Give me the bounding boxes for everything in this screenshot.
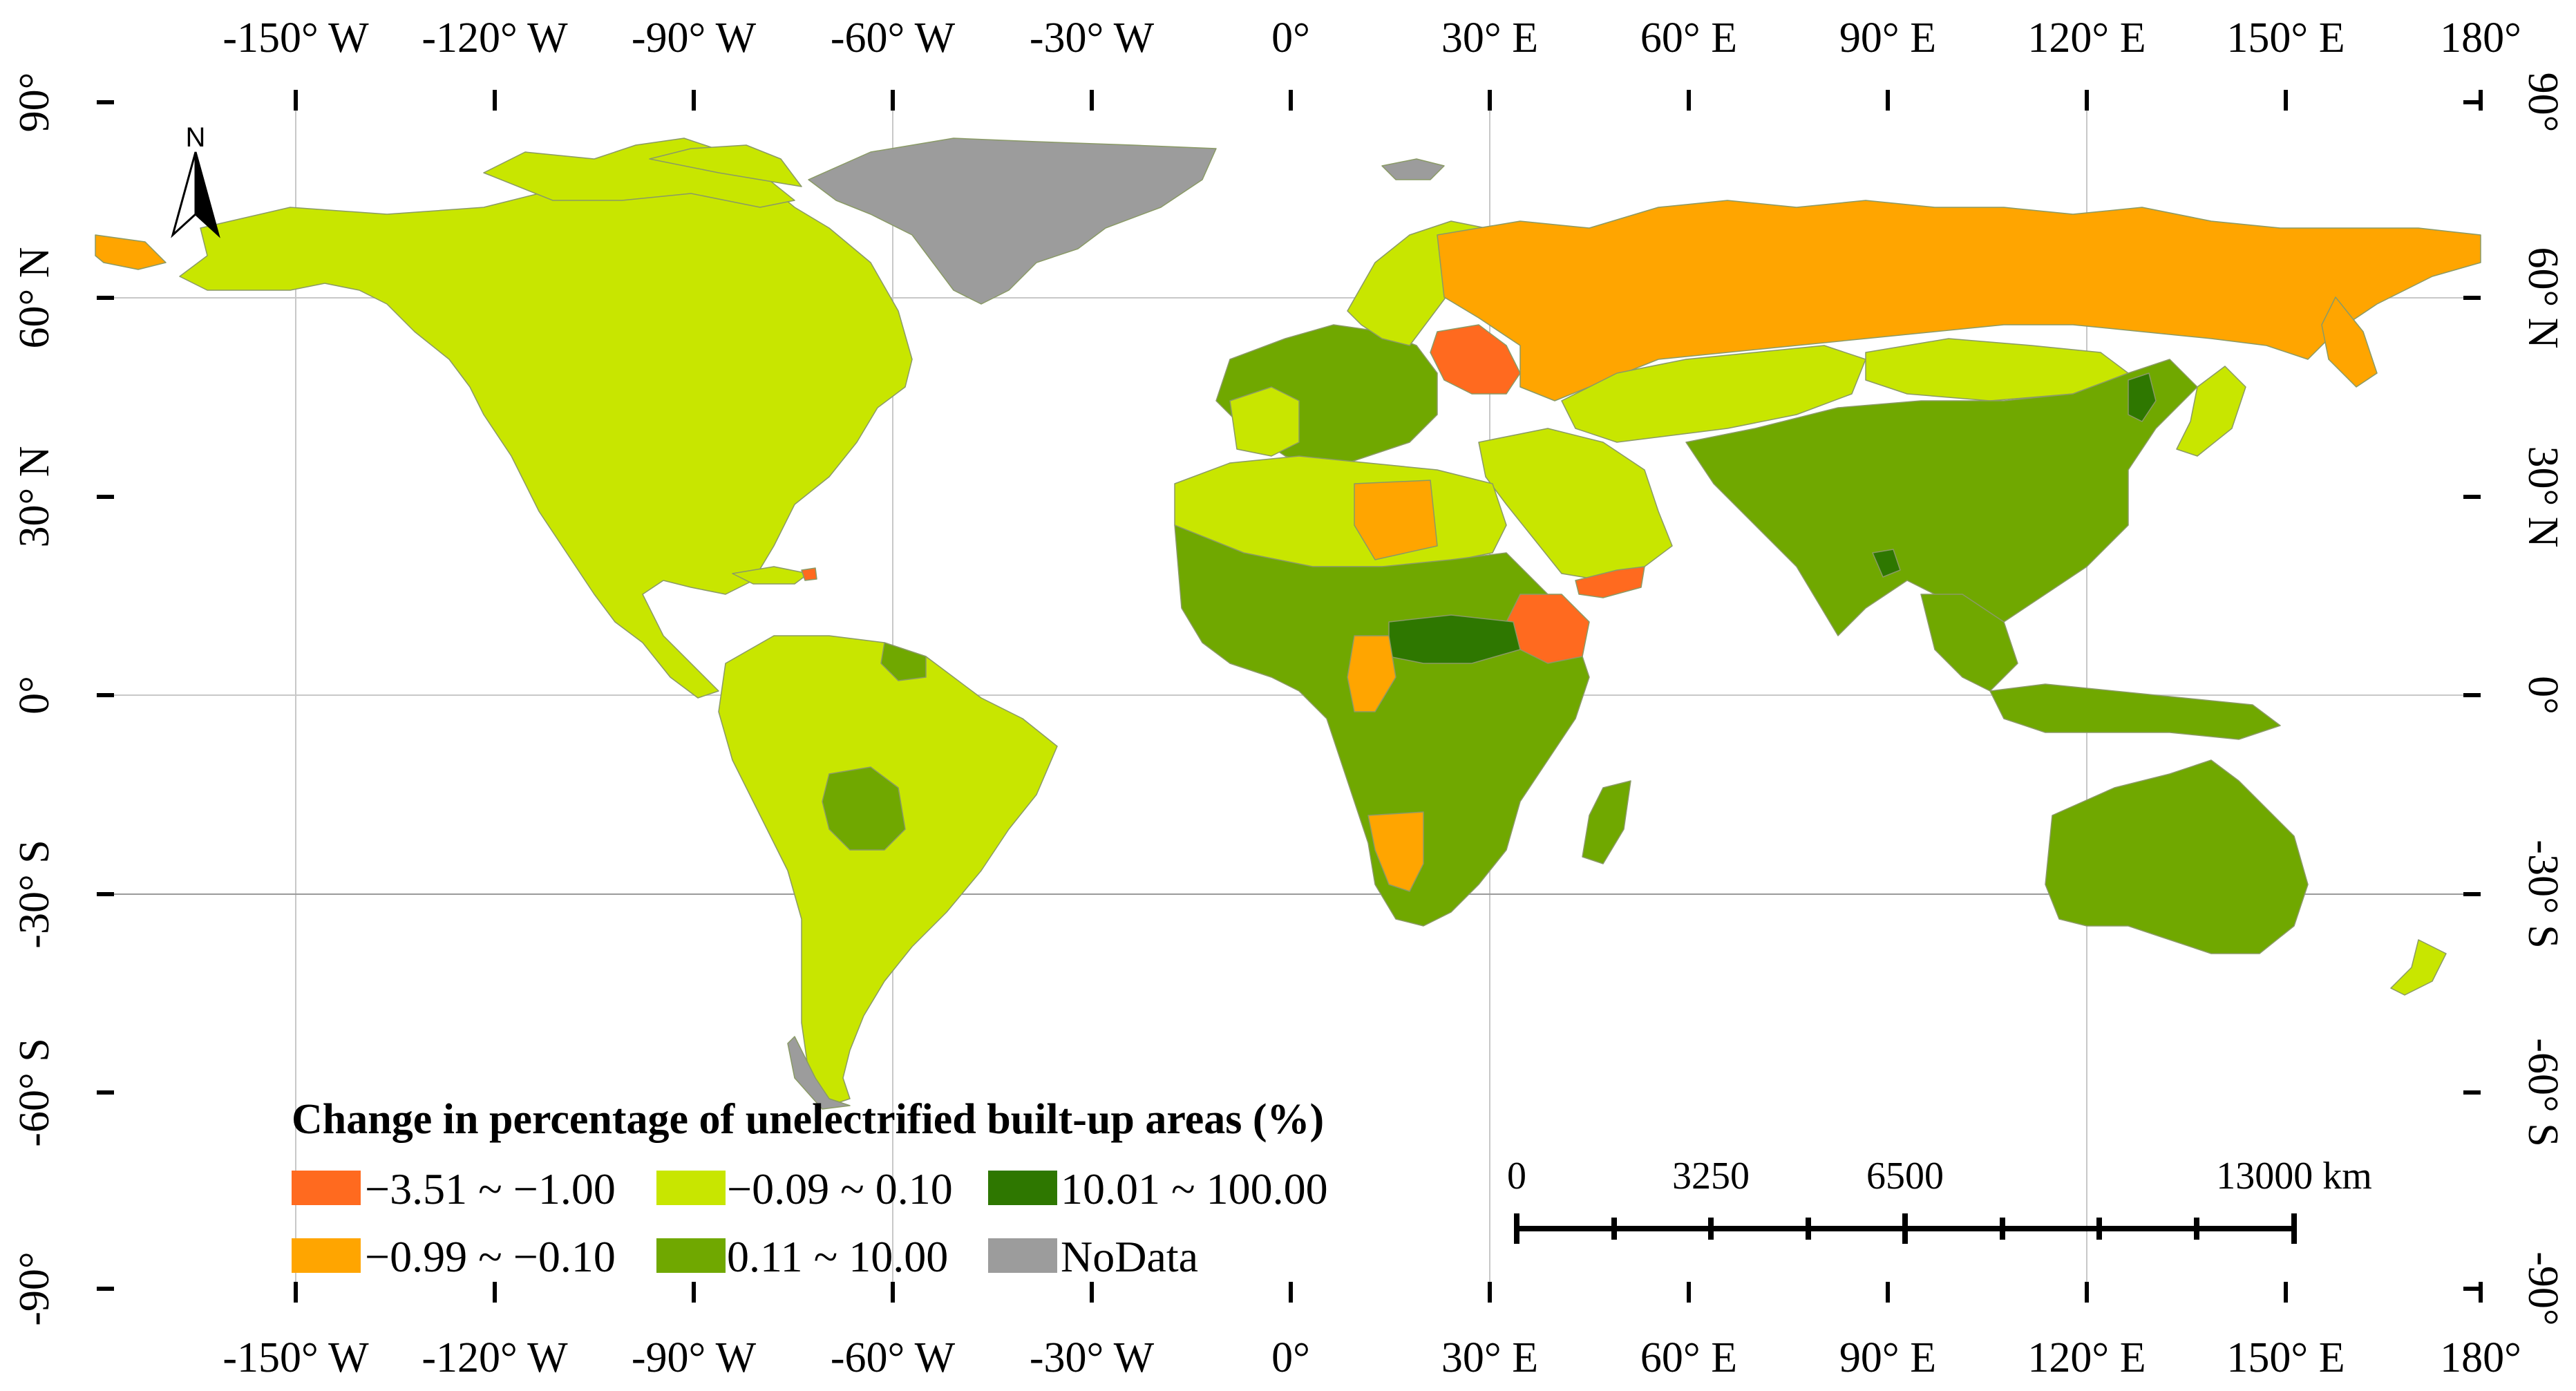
left-tick-label: -30° S	[11, 840, 58, 948]
top-tick-label: -30° W	[1030, 15, 1155, 61]
ukraine-region	[1430, 324, 1521, 395]
land-masses	[95, 138, 2481, 1110]
libya-region	[1354, 480, 1438, 560]
left-tick-label: -60° S	[11, 1038, 58, 1146]
korea-region	[2128, 372, 2157, 422]
china-region	[1685, 359, 2198, 636]
bottom-tick-label: -90° W	[632, 1334, 757, 1381]
bottom-tick-label: -150° W	[222, 1334, 369, 1381]
right-tick-label: 90°	[2519, 73, 2566, 133]
yemen-region	[1575, 566, 1645, 598]
legend-title: Change in percentage of unelectrified bu…	[292, 1096, 1324, 1143]
scale-label: 0	[1507, 1155, 1526, 1198]
top-tick-label: 30° E	[1441, 15, 1538, 61]
right-tick-label: -90°	[2519, 1251, 2566, 1325]
bottom-tick-label: 0°	[1271, 1334, 1310, 1381]
far-east-region	[2321, 296, 2378, 388]
right-tick-label: -30° S	[2519, 840, 2566, 948]
namibia-region	[1367, 811, 1424, 892]
bottom-tick-label: 180°	[2440, 1334, 2521, 1381]
left-tick-label: -90°	[11, 1251, 58, 1325]
bottom-tick-label: 30° E	[1441, 1334, 1538, 1381]
top-tick-label: 120° E	[2027, 15, 2146, 61]
bottom-tick-label: 60° E	[1640, 1334, 1737, 1381]
top-tick-label: 150° E	[2226, 15, 2345, 61]
legend-swatch	[656, 1238, 726, 1273]
bolivia-region	[822, 766, 906, 851]
guyana-region	[880, 642, 927, 681]
legend-swatch	[988, 1171, 1057, 1205]
bottom-tick-label: 150° E	[2226, 1334, 2345, 1381]
legend: Change in percentage of unelectrified bu…	[292, 1096, 1328, 1281]
legend-swatch	[292, 1238, 361, 1273]
scale-label: 3250	[1672, 1155, 1750, 1198]
scale-label: 13000 km	[2216, 1155, 2372, 1198]
gabon-region	[1347, 635, 1396, 712]
top-axis-labels: -150° W -120° W -90° W -60° W -30° W 0° …	[222, 15, 2521, 61]
bottom-tick-label: 90° E	[1839, 1334, 1936, 1381]
right-tick-label: 60° N	[2519, 247, 2566, 348]
legend-swatch	[656, 1171, 726, 1205]
top-tick-label: 60° E	[1640, 15, 1737, 61]
south-america-region	[718, 635, 1058, 1106]
iberia-region	[1229, 386, 1300, 457]
legend-label: 10.01 ~ 100.00	[1061, 1164, 1328, 1213]
frame-ticks	[97, 90, 2483, 1303]
bottom-tick-label: 120° E	[2027, 1334, 2146, 1381]
top-tick-label: -60° W	[831, 15, 956, 61]
left-tick-label: 30° N	[11, 446, 58, 547]
left-axis-labels: 90° 60° N 30° N 0° -30° S -60° S -90°	[11, 73, 58, 1326]
legend-label: −3.51 ~ −1.00	[365, 1164, 616, 1213]
left-tick-label: 90°	[11, 73, 58, 133]
legend-swatch	[988, 1238, 1057, 1273]
indonesia-region	[1989, 683, 2281, 740]
central-africa-region	[1388, 614, 1521, 664]
legend-label: NoData	[1061, 1232, 1198, 1281]
top-tick-label: 180°	[2440, 15, 2521, 61]
bottom-axis-labels: -150° W -120° W -90° W -60° W -30° W 0° …	[222, 1334, 2521, 1381]
caribbean-region	[732, 566, 809, 585]
svalbard-region	[1381, 158, 1445, 180]
bottom-tick-label: -60° W	[831, 1334, 956, 1381]
scale-label: 6500	[1866, 1155, 1944, 1198]
new-zealand-region	[2390, 939, 2447, 996]
legend-swatch	[292, 1171, 361, 1205]
left-tick-label: 60° N	[11, 247, 58, 348]
top-tick-label: -120° W	[422, 15, 568, 61]
top-tick-label: -90° W	[632, 15, 757, 61]
legend-label: 0.11 ~ 10.00	[727, 1232, 948, 1281]
top-tick-label: 0°	[1271, 15, 1310, 61]
japan-region	[2176, 366, 2246, 457]
australia-region	[2045, 759, 2309, 954]
scale-bar: 0 3250 6500 13000 km	[1507, 1155, 2372, 1244]
madagascar-region	[1582, 780, 1631, 864]
north-america-region	[179, 165, 913, 699]
right-axis-labels: 90° 60° N 30° N 0° -30° S -60° S -90°	[2519, 73, 2566, 1326]
southeast-asia-region	[1920, 594, 2018, 692]
legend-label: −0.09 ~ 0.10	[727, 1164, 953, 1213]
top-tick-label: -150° W	[222, 15, 369, 61]
right-tick-label: -60° S	[2519, 1038, 2566, 1146]
tierra-del-fuego	[787, 1036, 851, 1110]
chukotka-region	[95, 234, 167, 270]
bottom-tick-label: -30° W	[1030, 1334, 1155, 1381]
greenland-region	[808, 138, 1217, 305]
bottom-tick-label: -120° W	[422, 1334, 568, 1381]
central-asia-region	[1561, 345, 1866, 443]
right-tick-label: 0°	[2519, 676, 2566, 715]
right-tick-label: 30° N	[2519, 446, 2566, 547]
legend-label: −0.99 ~ −0.10	[365, 1232, 616, 1281]
arctic-islands-2	[649, 144, 802, 187]
left-tick-label: 0°	[11, 676, 58, 715]
haiti-region	[801, 567, 817, 581]
north-arrow-icon: N	[171, 122, 220, 238]
bangladesh-region	[1872, 549, 1901, 578]
top-tick-label: 90° E	[1839, 15, 1936, 61]
north-arrow-label: N	[186, 122, 206, 153]
